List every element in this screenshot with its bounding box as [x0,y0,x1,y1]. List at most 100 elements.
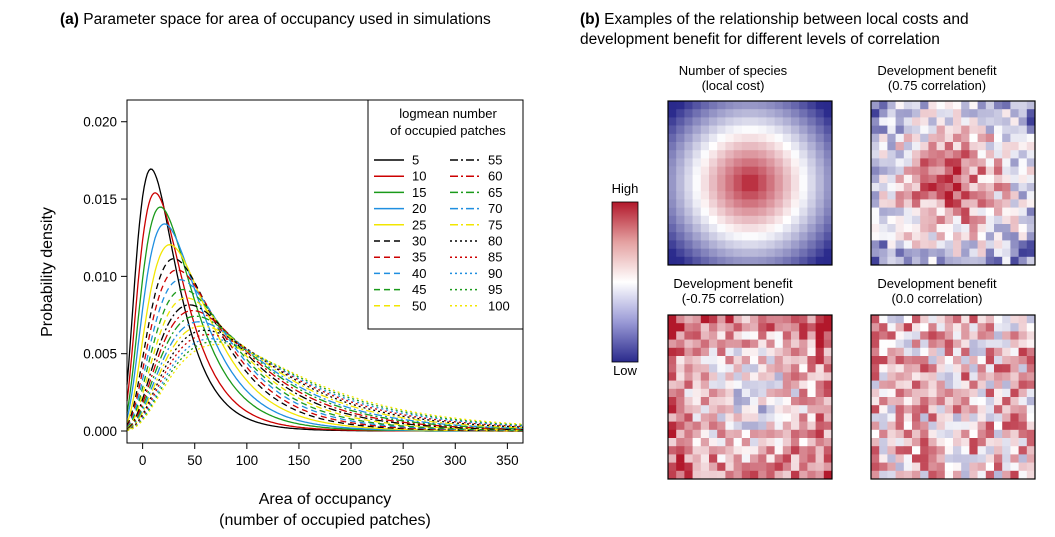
map-cell [969,117,978,126]
map-cell [985,405,995,414]
map-cell [709,421,718,431]
map-cell [782,166,792,176]
map-cell [912,315,921,324]
map-cell [807,397,816,406]
map-cell [1026,232,1036,241]
map-cell [668,224,677,233]
map-cell [766,117,775,126]
map-cell [1026,133,1036,143]
map-cell [668,215,677,225]
map-cell [936,133,946,143]
map-cell [879,323,888,332]
map-cell [977,248,987,258]
map-cell [709,109,718,118]
map-cell [684,462,693,472]
map-cell [750,133,759,143]
map-cell [912,356,921,365]
map-cell [961,446,970,455]
map-cell [684,405,693,414]
map-cell [700,224,710,233]
map-cell [994,191,1003,200]
map-cell [725,470,734,480]
map-cell [953,174,962,184]
map-cell [1018,232,1028,241]
map-cell [887,199,896,208]
map-cell [782,446,792,455]
map-cell [895,331,905,340]
map-cell [1002,224,1011,233]
map-cell [985,174,995,184]
map-cell [936,117,946,126]
map-cell [791,207,800,217]
map-cell [709,215,718,225]
map-cell [725,323,734,332]
map-cell [684,224,693,233]
map-cell [895,315,905,324]
map-cell [920,232,929,241]
map-cell [733,101,743,110]
map-cell [953,101,962,110]
y-tick-label: 0.020 [83,115,117,130]
map-cell [700,158,710,167]
map-cell [936,248,946,258]
map-cell [1010,315,1019,324]
map-cell [994,125,1003,135]
map-cell [895,215,905,225]
map-cell [936,199,946,208]
map-cell [912,150,921,159]
map-cell [741,446,751,455]
map-cell [912,199,921,208]
map-cell [936,142,946,151]
legend: logmean number of occupied patches 51015… [367,99,524,330]
map-cell [807,356,816,365]
map-cell [823,372,833,381]
map-cell [725,331,734,340]
map-cell [758,240,767,249]
map-cell [879,356,888,365]
map-cell [799,470,808,480]
map-cell [815,232,825,241]
map-cell [1002,207,1011,217]
map-cell [717,380,726,390]
map-cell [741,174,751,184]
map-cell [676,142,685,151]
map-cell [871,438,880,447]
map-cell [1010,248,1019,258]
map-cell [799,372,808,381]
map-cell [887,215,896,225]
map-cell [758,388,767,398]
map-cell [733,323,743,332]
map-cell [791,183,800,192]
map-cell [961,109,970,118]
map-cell [985,388,995,398]
map-cell [977,174,987,184]
map-cell [985,256,995,266]
map-cell [700,248,710,258]
map-cell [823,356,833,365]
map-cell [1010,133,1019,143]
map-cell [782,421,792,431]
map-cell [700,429,710,439]
map-cell [903,101,913,110]
map-cell [676,256,685,266]
map-cell [709,150,718,159]
map-cell [895,454,905,463]
map-cell [807,166,816,176]
map-cell [936,174,946,184]
map-cell [928,215,937,225]
map-cell [823,388,833,398]
map-cell [1026,109,1036,118]
map-cell [791,421,800,431]
map-cell [903,462,913,472]
map-cell [887,117,896,126]
map-cell [912,174,921,184]
map-cell [994,174,1003,184]
map-cell [944,199,954,208]
map-cell [961,380,970,390]
map-cell [928,421,937,431]
map-cell [733,215,743,225]
map-cell [944,397,954,406]
map-cell [985,438,995,447]
x-axis-label-line1: Area of occupancy [259,491,392,508]
map-cell [725,256,734,266]
